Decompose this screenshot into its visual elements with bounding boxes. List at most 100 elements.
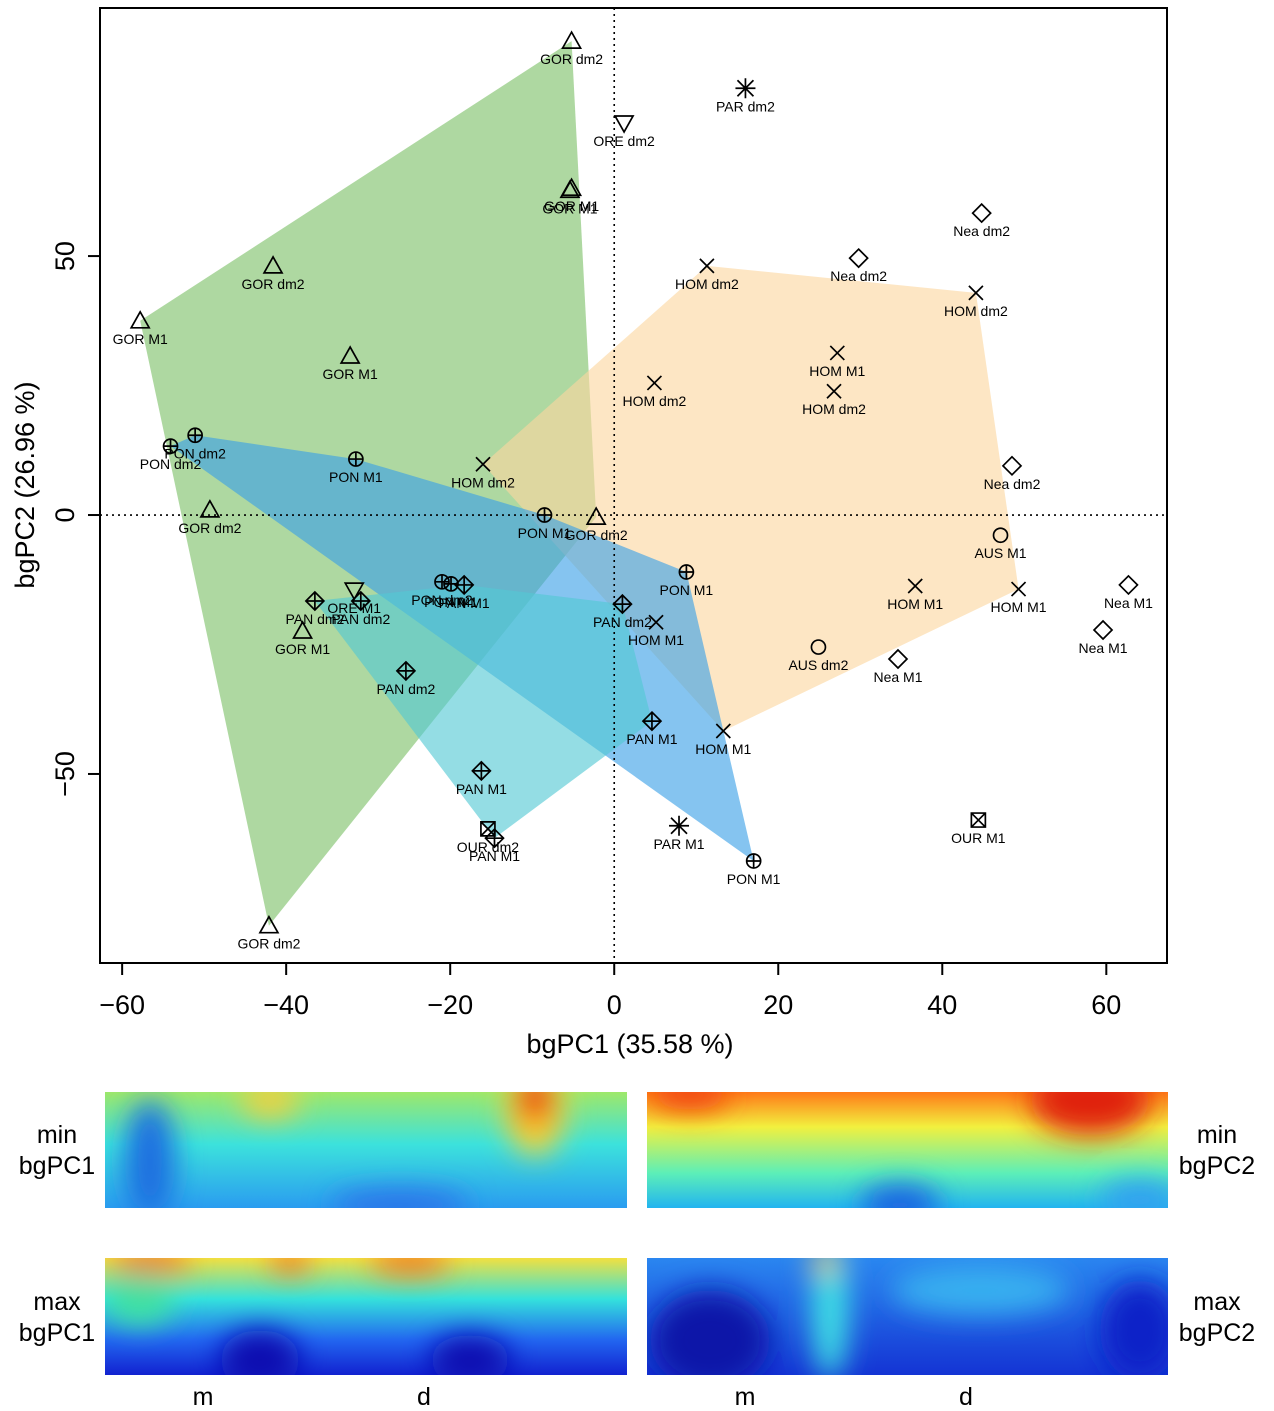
data-point bbox=[1118, 574, 1139, 596]
data-point bbox=[559, 179, 581, 199]
x-tick-label: 40 bbox=[927, 990, 957, 1020]
marker-shape bbox=[187, 427, 203, 444]
marker-shape bbox=[887, 648, 909, 670]
point-label: GOR dm2 bbox=[565, 527, 628, 543]
x-tick-label: 20 bbox=[763, 990, 793, 1020]
point-label: HOM dm2 bbox=[944, 303, 1008, 319]
point-label: GOR dm2 bbox=[242, 276, 305, 292]
data-point bbox=[471, 760, 492, 782]
point-label: GOR dm2 bbox=[237, 936, 300, 952]
marker-shape bbox=[304, 590, 326, 612]
point-label: GOR dm2 bbox=[540, 51, 603, 67]
marker-shape bbox=[480, 821, 496, 837]
point-label: PON M1 bbox=[329, 469, 383, 485]
panel-label: bgPC1 bbox=[19, 1152, 95, 1180]
point-label: PAN dm2 bbox=[376, 681, 435, 697]
heatmap bbox=[647, 1092, 1168, 1208]
data-point bbox=[699, 258, 715, 274]
scatter-plot: −60 −40 −20 0 20 40 60 −50 0 50 bgPC1 (35.58 %) bgP… bbox=[10, 7, 1168, 1059]
marker-shape bbox=[453, 574, 475, 596]
x-tick-label: 0 bbox=[607, 990, 622, 1020]
point-label: OUR dm2 bbox=[457, 839, 519, 855]
data-point bbox=[536, 507, 553, 523]
panel-label: bgPC2 bbox=[1179, 1152, 1255, 1180]
panel-label: min bbox=[37, 1121, 77, 1149]
marker-shape bbox=[810, 639, 827, 655]
data-point bbox=[162, 438, 179, 454]
point-label: PON dm2 bbox=[411, 592, 473, 608]
point-label: Nea M1 bbox=[873, 669, 922, 685]
marker-shape bbox=[678, 564, 695, 580]
x-tick-label: −60 bbox=[99, 990, 145, 1020]
data-point bbox=[343, 582, 365, 601]
marker-shape bbox=[258, 914, 280, 934]
point-label: PAN dm2 bbox=[285, 611, 344, 627]
marker-shape bbox=[1001, 455, 1023, 477]
marker-shape bbox=[1092, 619, 1114, 641]
point-label: ORE M1 bbox=[327, 600, 381, 616]
heatmap bbox=[105, 1258, 627, 1375]
data-point bbox=[480, 821, 496, 837]
marker-shape bbox=[669, 815, 690, 836]
marker-shape bbox=[613, 115, 635, 134]
marker-shape bbox=[907, 578, 923, 594]
data-point bbox=[971, 202, 992, 224]
data-point bbox=[1092, 619, 1114, 641]
marker-shape bbox=[199, 499, 221, 518]
panel-label: max bbox=[1193, 1288, 1241, 1316]
data-point bbox=[907, 578, 923, 594]
data-point bbox=[745, 853, 762, 869]
data-point bbox=[648, 614, 664, 630]
panel-label: bgPC1 bbox=[19, 1319, 95, 1347]
data-point bbox=[826, 383, 842, 399]
heatmap-blobs bbox=[650, 1092, 1168, 1208]
data-point bbox=[810, 639, 827, 655]
data-point bbox=[339, 345, 361, 364]
marker-shape bbox=[162, 438, 179, 454]
marker-shape bbox=[648, 614, 664, 630]
marker-shape bbox=[585, 506, 607, 525]
panel-label: max bbox=[33, 1288, 81, 1316]
point-label: HOM dm2 bbox=[623, 393, 687, 409]
panel-axis-label: d bbox=[417, 1383, 431, 1411]
y-axis-title: bgPC2 (26.96 %) bbox=[10, 381, 40, 588]
point-label: PON M1 bbox=[518, 525, 572, 541]
heatmap-blobs bbox=[105, 1258, 510, 1375]
panel-axis-label: d bbox=[959, 1383, 973, 1411]
heatmap bbox=[647, 1258, 1168, 1375]
marker-shape bbox=[1118, 574, 1139, 596]
point-label: PAN M1 bbox=[469, 848, 520, 864]
marker-shape bbox=[992, 527, 1009, 544]
data-point bbox=[848, 247, 869, 269]
point-label: PAR dm2 bbox=[716, 98, 775, 114]
marker-shape bbox=[559, 179, 581, 199]
marker-shape bbox=[699, 258, 715, 274]
data-point bbox=[735, 78, 756, 99]
marker-shape bbox=[745, 853, 762, 869]
marker-shape bbox=[292, 620, 314, 639]
data-point bbox=[613, 115, 635, 134]
data-point bbox=[970, 812, 987, 828]
marker-shape bbox=[343, 582, 365, 601]
data-point bbox=[304, 590, 326, 612]
point-label: PAN dm2 bbox=[593, 614, 652, 630]
point-label: GOR M1 bbox=[275, 641, 330, 657]
data-point bbox=[187, 427, 203, 444]
marker-shape bbox=[1010, 581, 1027, 597]
marker-shape bbox=[561, 30, 583, 49]
heatmap-blobs bbox=[125, 1092, 565, 1208]
data-point bbox=[199, 499, 221, 518]
marker-shape bbox=[348, 451, 364, 467]
data-point bbox=[292, 620, 314, 639]
heatmap-blobs bbox=[650, 1258, 1168, 1375]
point-label: HOM M1 bbox=[991, 599, 1047, 615]
marker-shape bbox=[536, 507, 553, 523]
data-point bbox=[395, 660, 417, 682]
point-label: PON M1 bbox=[660, 582, 714, 598]
marker-shape bbox=[434, 573, 450, 590]
point-label: PON M1 bbox=[727, 871, 781, 887]
panel-axis-label: m bbox=[735, 1383, 756, 1411]
panel-label: bgPC2 bbox=[1179, 1319, 1255, 1347]
y-tick-label: 50 bbox=[50, 241, 80, 271]
